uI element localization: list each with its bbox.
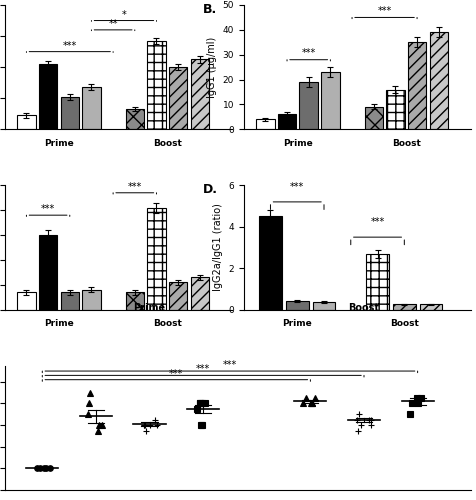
Text: B.: B. [203,2,217,16]
Bar [365,107,383,130]
Text: ***: *** [128,182,142,192]
Bar [147,208,166,310]
Bar [429,32,448,130]
Text: ***: *** [63,41,77,51]
Bar [420,304,443,310]
Bar [17,116,36,130]
Bar [408,42,426,130]
Bar [259,216,282,310]
Text: ***: *** [302,48,316,58]
Y-axis label: IgG1 (μg/ml): IgG1 (μg/ml) [207,36,217,98]
Text: Prime: Prime [133,304,166,314]
Legend: F VLP, Fp(0.1), Fp(0.3), F VLP, Fp(0.1), Fp(0.3): F VLP, Fp(0.1), Fp(0.3), F VLP, Fp(0.1),… [475,186,476,254]
Legend: PBS, F VLP, Fp(0.1), Fp(0.3), PBS, F VLP, Fp(0.1), Fp(0.3): PBS, F VLP, Fp(0.1), Fp(0.3), PBS, F VLP… [475,6,476,95]
Bar [393,304,416,310]
Bar [60,96,79,130]
Text: ***: *** [377,6,392,16]
Bar [39,235,57,310]
Text: Boost: Boost [348,304,379,314]
Text: ***: *** [223,360,237,370]
Bar [313,302,336,310]
Text: ***: *** [370,217,385,227]
Y-axis label: IgG2a/IgG1 (ratio): IgG2a/IgG1 (ratio) [213,204,223,292]
Bar [286,302,308,310]
Bar [190,278,209,310]
Text: ***: *** [169,368,183,378]
Bar [386,90,405,130]
Text: **: ** [109,19,118,29]
Bar [169,67,188,130]
Bar [190,60,209,130]
Bar [147,41,166,130]
Bar [169,282,188,310]
Text: ***: *** [41,204,55,214]
Text: *: * [121,10,126,20]
Bar [299,82,318,130]
Text: ***: *** [290,182,304,192]
Bar [60,292,79,310]
Text: D.: D. [203,183,218,196]
Bar [126,109,144,130]
Bar [256,120,275,130]
Text: ***: *** [196,364,210,374]
Bar [17,292,36,310]
Bar [82,88,100,130]
Bar [366,254,389,310]
Bar [82,290,100,310]
Bar [321,72,339,130]
Bar [278,114,296,130]
Bar [126,292,144,310]
Bar [39,64,57,130]
